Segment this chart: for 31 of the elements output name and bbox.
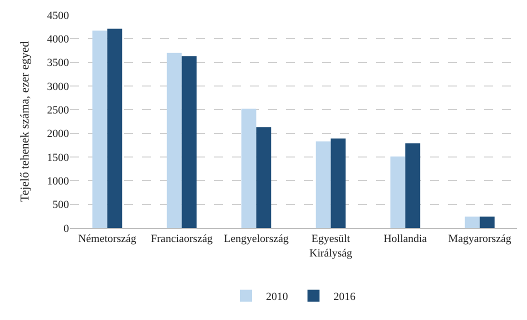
y-tick-label: 1500: [47, 152, 70, 164]
y-tick-label: 1000: [47, 176, 70, 188]
y-tick-label: 3000: [47, 80, 70, 93]
y-tick-label: 4500: [47, 10, 70, 22]
y-axis-title: Tejelő tehenek száma, ezer egyed: [17, 41, 32, 202]
bar: [166, 52, 182, 228]
bar: [330, 138, 346, 228]
y-tick-label: 2000: [47, 128, 70, 140]
bar: [92, 30, 108, 228]
x-tick-label: Hollandia: [384, 233, 428, 246]
bar: [480, 216, 495, 228]
x-tick-label: Franciaország: [150, 233, 214, 246]
x-tick-label: Egyesült Királyság: [309, 233, 353, 260]
x-tick-label: Magyarország: [448, 233, 512, 246]
legend-label: 2016: [334, 291, 356, 304]
bar: [256, 127, 272, 228]
legend-label: 2010: [266, 291, 288, 304]
bar: [464, 216, 480, 228]
bar: [405, 143, 420, 228]
bar: [316, 141, 331, 228]
bar: [241, 108, 256, 228]
bar: [182, 56, 197, 228]
y-tick-label: 2500: [47, 104, 70, 117]
x-tick-label: Lengyelország: [224, 233, 290, 246]
x-tick-label: Németország: [78, 233, 137, 246]
y-tick-label: 500: [52, 199, 70, 212]
bar: [390, 156, 406, 228]
y-tick-label: 4000: [47, 34, 70, 46]
y-tick-label: 3500: [47, 57, 70, 70]
y-tick-label: 0: [64, 222, 70, 235]
bar: [107, 28, 122, 228]
